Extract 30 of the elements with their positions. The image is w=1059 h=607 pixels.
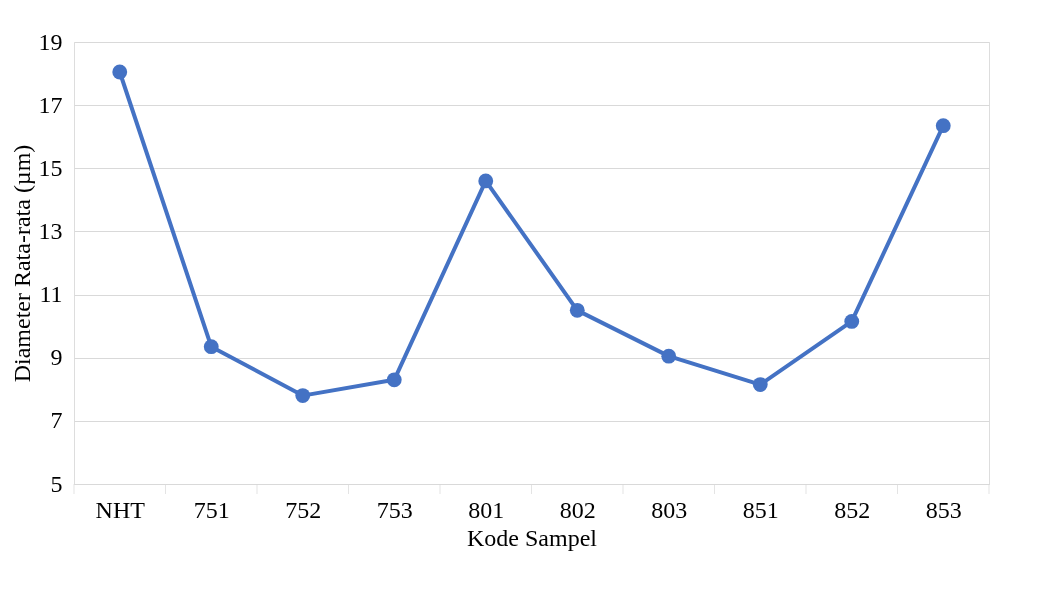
x-tick-label: 853 <box>925 496 962 523</box>
point <box>203 339 219 355</box>
point <box>935 118 951 134</box>
point <box>569 302 585 318</box>
point <box>386 372 402 388</box>
x-tick-label: 803 <box>651 496 688 523</box>
point <box>844 314 860 329</box>
point <box>112 64 128 80</box>
y-tick-label: 13 <box>38 217 63 244</box>
y-tick-label: 19 <box>38 28 63 55</box>
x-tick-label: 752 <box>285 496 322 523</box>
y-tick-label: 7 <box>50 407 63 434</box>
x-tick-label: 802 <box>559 496 596 523</box>
x-tick-label: 852 <box>834 496 871 523</box>
y-tick-label: 17 <box>38 91 63 118</box>
x-axis-title: Kode Sampel <box>467 524 598 551</box>
y-axis-title: Diameter Rata-rata (µm) <box>8 144 35 383</box>
y-tick-label: 9 <box>50 344 63 371</box>
x-tick-label: 751 <box>193 496 230 523</box>
point <box>661 348 677 364</box>
y-tick-label: 11 <box>39 281 63 308</box>
y-tick-label: 15 <box>38 154 63 181</box>
y-tick-label: 5 <box>50 470 63 497</box>
x-tick-label: 753 <box>376 496 413 523</box>
x-tick-label: 851 <box>742 496 779 523</box>
point <box>295 388 311 403</box>
point <box>478 173 494 189</box>
x-tick-label: 801 <box>468 496 505 523</box>
point <box>752 377 768 392</box>
x-tick-label: NHT <box>95 496 146 523</box>
